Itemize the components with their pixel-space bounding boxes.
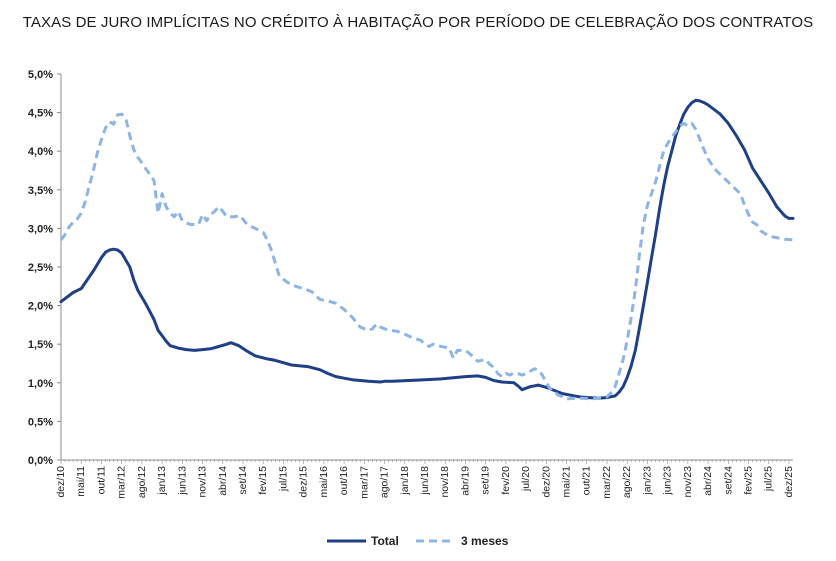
x-tick-label: mai/16 — [318, 466, 330, 498]
x-tick-label: jun/18 — [419, 466, 431, 496]
y-tick-label: 1,0% — [28, 378, 53, 390]
chart-title: TAXAS DE JURO IMPLÍCITAS NO CRÉDITO À HA… — [22, 14, 814, 31]
y-tick-label: 2,5% — [28, 262, 53, 274]
x-tick-label: set/19 — [480, 466, 492, 495]
x-tick-label: mar/12 — [116, 466, 128, 499]
x-tick-label: dez/10 — [55, 466, 67, 498]
series-layer — [59, 98, 795, 401]
x-tick-label: out/21 — [581, 466, 593, 495]
x-tick-label: mai/11 — [75, 466, 87, 497]
x-tick-label: jun/13 — [176, 466, 188, 496]
x-tick-label: jul/20 — [520, 466, 532, 492]
x-tick-label: mar/22 — [601, 466, 613, 499]
legend-label-3-meses: 3 meses — [461, 534, 509, 548]
x-tick-label: mar/17 — [358, 466, 370, 499]
x-tick-label: fev/25 — [743, 466, 755, 495]
x-tick-label: set/24 — [722, 466, 734, 495]
series-line-total — [59, 98, 795, 400]
x-tick-label: jan/13 — [156, 466, 168, 496]
x-tick-label: set/14 — [237, 466, 249, 495]
x-tick-label: dez/25 — [783, 466, 795, 498]
x-tick-label: out/11 — [95, 466, 107, 495]
y-tick-label: 1,5% — [28, 339, 53, 351]
x-tick-label: jan/23 — [641, 466, 653, 496]
x-tick-label: fev/15 — [257, 466, 269, 495]
x-tick-label: jun/23 — [662, 466, 674, 496]
x-tick-label: jul/25 — [763, 466, 775, 492]
x-tick-label: nov/18 — [439, 466, 451, 498]
y-tick-label: 4,0% — [28, 146, 53, 158]
x-tick-label: abr/19 — [459, 466, 471, 496]
x-tick-label: jul/15 — [277, 466, 289, 492]
x-tick-label: nov/23 — [682, 466, 694, 498]
legend-label-total: Total — [371, 534, 399, 548]
x-tick-label: abr/24 — [702, 466, 714, 496]
series-line-3-meses — [59, 112, 794, 401]
y-tick-label: 3,0% — [28, 223, 53, 235]
y-tick-label: 4,5% — [28, 108, 53, 120]
x-tick-label: ago/17 — [379, 466, 391, 498]
x-tick-label: dez/15 — [298, 466, 310, 498]
y-tick-label: 0,5% — [28, 416, 53, 428]
x-tick-label: out/16 — [338, 466, 350, 495]
legend: Total 3 meses — [327, 534, 509, 548]
x-tick-label: jan/18 — [399, 466, 411, 496]
y-tick-label: 3,5% — [28, 185, 53, 197]
x-tick-label: abr/14 — [217, 466, 229, 496]
y-axis: 0,0% 0,5% 1,0% 1,5% 2,0% 2,5% 3,0% 3,5% 4,0% 4,5%… — [28, 69, 62, 467]
x-tick-label: nov/13 — [197, 466, 209, 498]
x-tick-label: mai/21 — [561, 466, 573, 498]
y-tick-label: 5,0% — [28, 69, 53, 81]
x-axis: dez/10 mai/11 out/11 mar/12 ago/12 jan/13 jun/… — [55, 459, 795, 499]
x-tick-label: dez/20 — [540, 466, 552, 498]
x-tick-label: ago/12 — [136, 466, 148, 498]
y-tick-label: 0,0% — [28, 455, 53, 467]
y-tick-label: 2,0% — [28, 301, 53, 313]
x-tick-label: fev/20 — [500, 466, 512, 495]
x-tick-label: ago/22 — [621, 466, 633, 498]
